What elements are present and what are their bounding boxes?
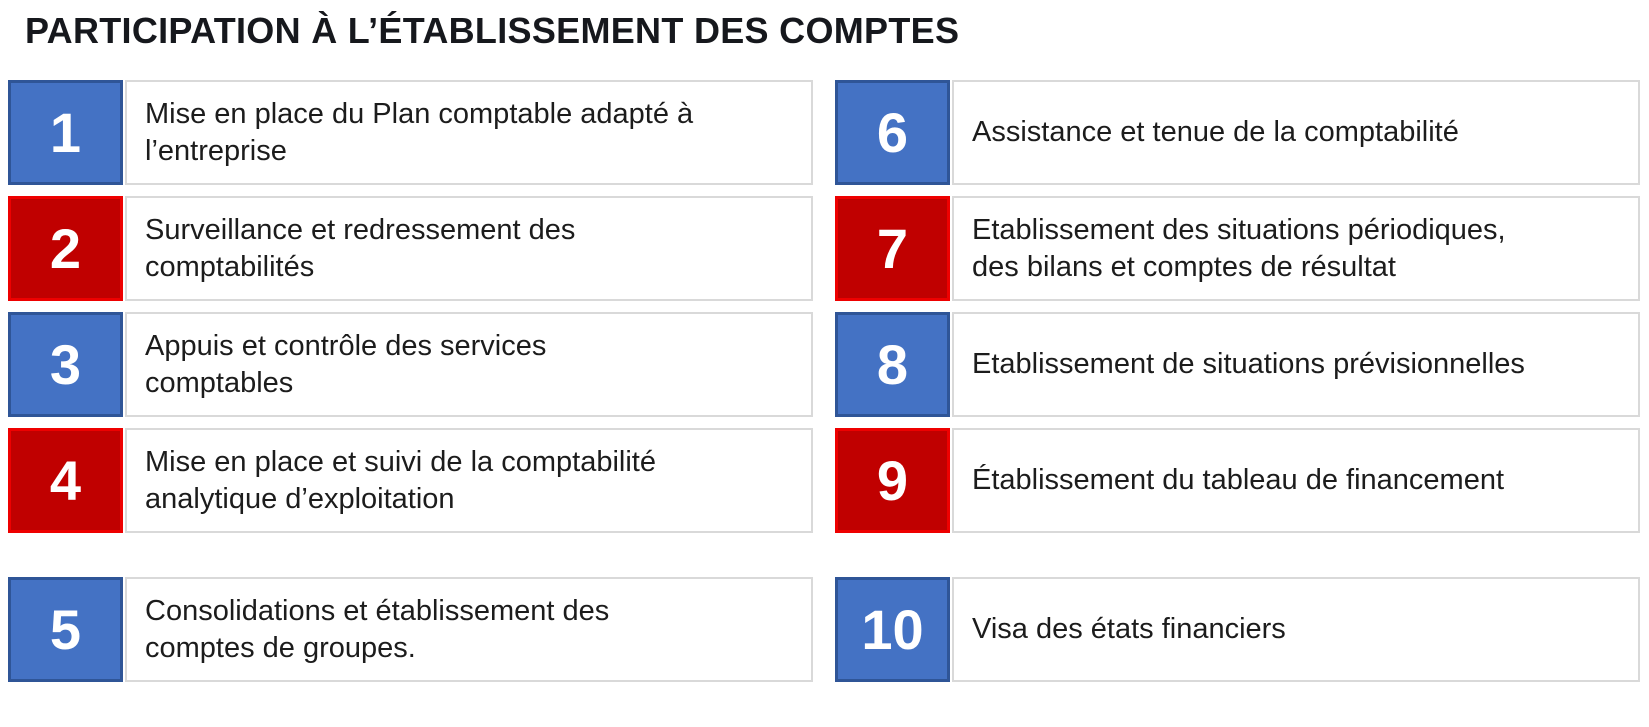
service-item-4: 4 Mise en place et suivi de la comptabil… xyxy=(8,428,813,533)
item-number-badge: 1 xyxy=(8,80,123,185)
service-item-1: 1 Mise en place du Plan comptable adapté… xyxy=(8,80,813,185)
page-title: PARTICIPATION À L’ÉTABLISSEMENT DES COMP… xyxy=(25,10,960,51)
item-label: Appuis et contrôle des services comptabl… xyxy=(125,312,813,417)
item-label: Visa des états financiers xyxy=(952,577,1640,682)
item-number-badge: 5 xyxy=(8,577,123,682)
item-label: Établissement du tableau de financement xyxy=(952,428,1640,533)
service-item-6: 6 Assistance et tenue de la comptabilité xyxy=(835,80,1640,185)
item-label: Consolidations et établissement des comp… xyxy=(125,577,813,682)
services-grid: 1 Mise en place du Plan comptable adapté… xyxy=(8,80,1640,693)
services-column-right: 6 Assistance et tenue de la comptabilité… xyxy=(835,80,1640,693)
service-item-5: 5 Consolidations et établissement des co… xyxy=(8,577,813,682)
service-item-2: 2 Surveillance et redressement des compt… xyxy=(8,196,813,301)
service-item-8: 8 Etablissement de situations prévisionn… xyxy=(835,312,1640,417)
service-item-9: 9 Établissement du tableau de financemen… xyxy=(835,428,1640,533)
item-number-badge: 4 xyxy=(8,428,123,533)
service-item-7: 7 Etablissement des situations périodiqu… xyxy=(835,196,1640,301)
service-item-10: 10 Visa des états financiers xyxy=(835,577,1640,682)
item-label: Mise en place et suivi de la comptabilit… xyxy=(125,428,813,533)
item-label: Etablissement des situations périodiques… xyxy=(952,196,1640,301)
item-number-badge: 6 xyxy=(835,80,950,185)
item-number-badge: 2 xyxy=(8,196,123,301)
item-number-badge: 7 xyxy=(835,196,950,301)
item-number-badge: 10 xyxy=(835,577,950,682)
item-number-badge: 9 xyxy=(835,428,950,533)
item-number-badge: 3 xyxy=(8,312,123,417)
services-column-left: 1 Mise en place du Plan comptable adapté… xyxy=(8,80,813,693)
item-label: Etablissement de situations prévisionnel… xyxy=(952,312,1640,417)
service-item-3: 3 Appuis et contrôle des services compta… xyxy=(8,312,813,417)
item-label: Mise en place du Plan comptable adapté à… xyxy=(125,80,813,185)
item-label: Assistance et tenue de la comptabilité xyxy=(952,80,1640,185)
item-label: Surveillance et redressement des comptab… xyxy=(125,196,813,301)
item-number-badge: 8 xyxy=(835,312,950,417)
